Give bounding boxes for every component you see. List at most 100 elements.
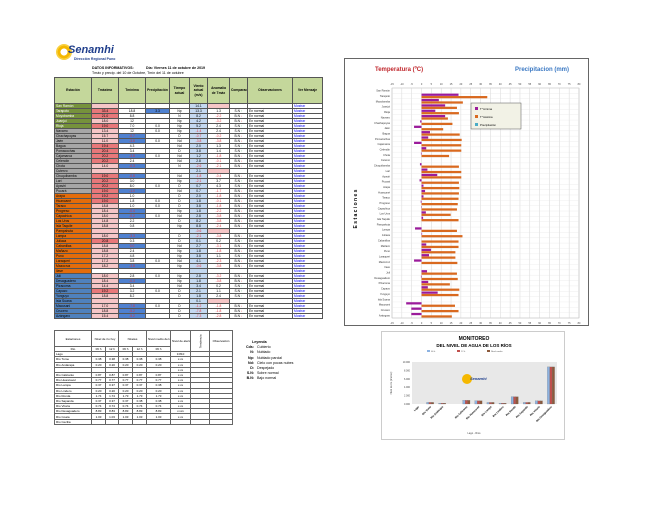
x-tick-label: 25 [469, 322, 472, 325]
tmin-bar [421, 136, 429, 139]
x-tick-label: Lago [413, 405, 421, 413]
comparison-label: B.N [234, 264, 240, 268]
chart-subtitle: DEL NIVEL DE AGUA DE LOS RÍOS [436, 341, 511, 348]
river-row: Río Sapanda 0.37 0.37 0.37 0.38 0.38 x.xx [54, 397, 233, 405]
chart-logo-text: Senamhi [470, 376, 488, 381]
arrow-up-icon: ↑ [239, 284, 243, 288]
arrow-down-icon: ↓ [239, 244, 243, 248]
station-label: Capachica [378, 206, 391, 210]
x-tick-label-top: 25 [469, 83, 472, 86]
comparison-label: S.N [234, 294, 240, 298]
comparison-label: B.N [234, 199, 240, 203]
arrow-down-icon: ↓ [239, 164, 243, 168]
tmax-bar [421, 197, 459, 200]
x-tick-label: -10 [400, 322, 404, 325]
comparison-label: S.N [234, 289, 240, 293]
legend-key: Cds: [246, 345, 254, 350]
table-row: Lari 20.2 3.0 Np -2.1 3.7 S.N ↑ En normal Mostra… [54, 178, 323, 184]
tmax-bar [421, 154, 450, 158]
comparison-label: S.N [234, 149, 240, 153]
legend-item: B.N: Bajo normal [240, 376, 293, 381]
tmax-bar [421, 192, 459, 195]
legend-value: Bajo normal [257, 376, 277, 381]
table-row: Celendín 20.2 2.4 Nd 2.8 -0.1 B.N ↓ En normal Mo… [54, 158, 323, 164]
table-row: Juliaca 20.8 0.3 D 0.1 0.2 S.N ↑ En normal Mostr… [54, 238, 323, 244]
arrow-down-icon: ↓ [239, 219, 243, 223]
tmin-bar [414, 259, 422, 262]
river-bar [523, 402, 526, 405]
arrow-up-icon: ↑ [239, 179, 243, 183]
arrow-down-icon: ↓ [239, 204, 243, 208]
comparison-label: B.N [234, 209, 240, 213]
x-tick-label: 5 [431, 322, 433, 325]
tmax-bar [421, 235, 463, 238]
x-tick-label-top: 35 [489, 83, 492, 86]
station-label: Juanjuí [382, 105, 391, 109]
wind-cell: -7.3 [189, 313, 208, 319]
tmax-bar [421, 133, 460, 136]
tmax-bar [421, 293, 459, 297]
arrow-down-icon: ↓ [239, 194, 243, 198]
comparison-label: B.N [234, 174, 240, 178]
col-today: Nivel de río hoy [91, 330, 119, 347]
empty-cell [209, 418, 233, 425]
tmin-bar [421, 232, 423, 235]
y-axis-label: Nivel de río (metros) [390, 372, 393, 395]
col-header: Viento actual (m/s) [189, 77, 208, 104]
comparison-label: B.N [234, 154, 240, 158]
river-bar [489, 402, 492, 405]
legend-value: Sobre normal [257, 371, 279, 376]
tmax-bar [421, 261, 458, 265]
x-tick-label: 55 [528, 322, 531, 325]
comparison-label: S.N [234, 129, 240, 133]
x-tick-label: Río Vitoria [529, 404, 541, 416]
col-header: Estación [54, 77, 92, 104]
y-tick-label: 4.000 [404, 386, 411, 389]
station-label: Mazocruz [379, 260, 391, 264]
comparison-label: B.N [234, 194, 240, 198]
river-row: Río Tume 0.38 0.38 0.38 0.38 0.38 x.xx [54, 356, 233, 363]
river-bar [501, 403, 504, 405]
river-bar [513, 396, 517, 405]
river-bar [443, 403, 446, 405]
arrow-up-icon: ↑ [239, 124, 243, 128]
tmin-bar [414, 125, 422, 128]
tmin-bar [421, 93, 459, 96]
arrow-down-icon: ↓ [239, 139, 243, 143]
tmin-bar [411, 307, 422, 310]
table-row: Lampa 18.0 -3.3 D -2.1 -3.8 B.N ↓ En normal Most… [54, 233, 323, 239]
sun-icon [56, 44, 72, 60]
tmax-bar [421, 101, 463, 104]
tmin-bar [420, 275, 422, 278]
station-label: Tarapoto [380, 94, 391, 98]
weather-cell: D [169, 313, 190, 319]
river-name-cell: Río Cecilia [54, 418, 92, 425]
show-message-link[interactable]: Mostrar [292, 313, 323, 319]
river-bar [552, 366, 555, 405]
y-tick-label: 2.000 [404, 395, 411, 398]
x-tick-label: 35 [489, 322, 492, 325]
station-label: Arapa [383, 185, 390, 189]
col-header: Anomalía de Tmáx [207, 77, 230, 104]
station-label: Chuquibamba [374, 164, 391, 168]
table-row: Azángaro 15.4 -5.2 D -7.3 -2.8 B.N ↓ En normal M… [54, 313, 323, 319]
river-bar [462, 400, 466, 405]
arrow-down-icon: ↓ [239, 189, 243, 193]
arrow-down-icon: ↓ [239, 304, 243, 308]
y-tick-label: 8.000 [404, 369, 411, 372]
report-note: Tmáx y precip. del 10 de Octubre, Tmín d… [92, 71, 184, 75]
x-tick-label-top: 70 [558, 83, 561, 86]
river-bar [498, 403, 502, 405]
table-row: Taraco 18.8 1.0 0.0 D 3.8 -1.8 B.N ↓ En normal Mo… [54, 203, 323, 209]
station-label: Rioja [384, 110, 390, 114]
river-bar [428, 402, 432, 405]
arrow-down-icon: ↓ [239, 159, 243, 163]
tmin-bar [421, 248, 431, 251]
comparison-label: B.N [234, 279, 240, 283]
station-label: Chota [383, 153, 390, 157]
tmin-bar [414, 141, 422, 145]
legend-item: Nd: Cielo con pocas nubes [240, 361, 293, 366]
tmax-bar [421, 213, 451, 216]
tmin-bar [421, 254, 430, 257]
legend-value: Cielo con pocas nubes [257, 360, 294, 365]
